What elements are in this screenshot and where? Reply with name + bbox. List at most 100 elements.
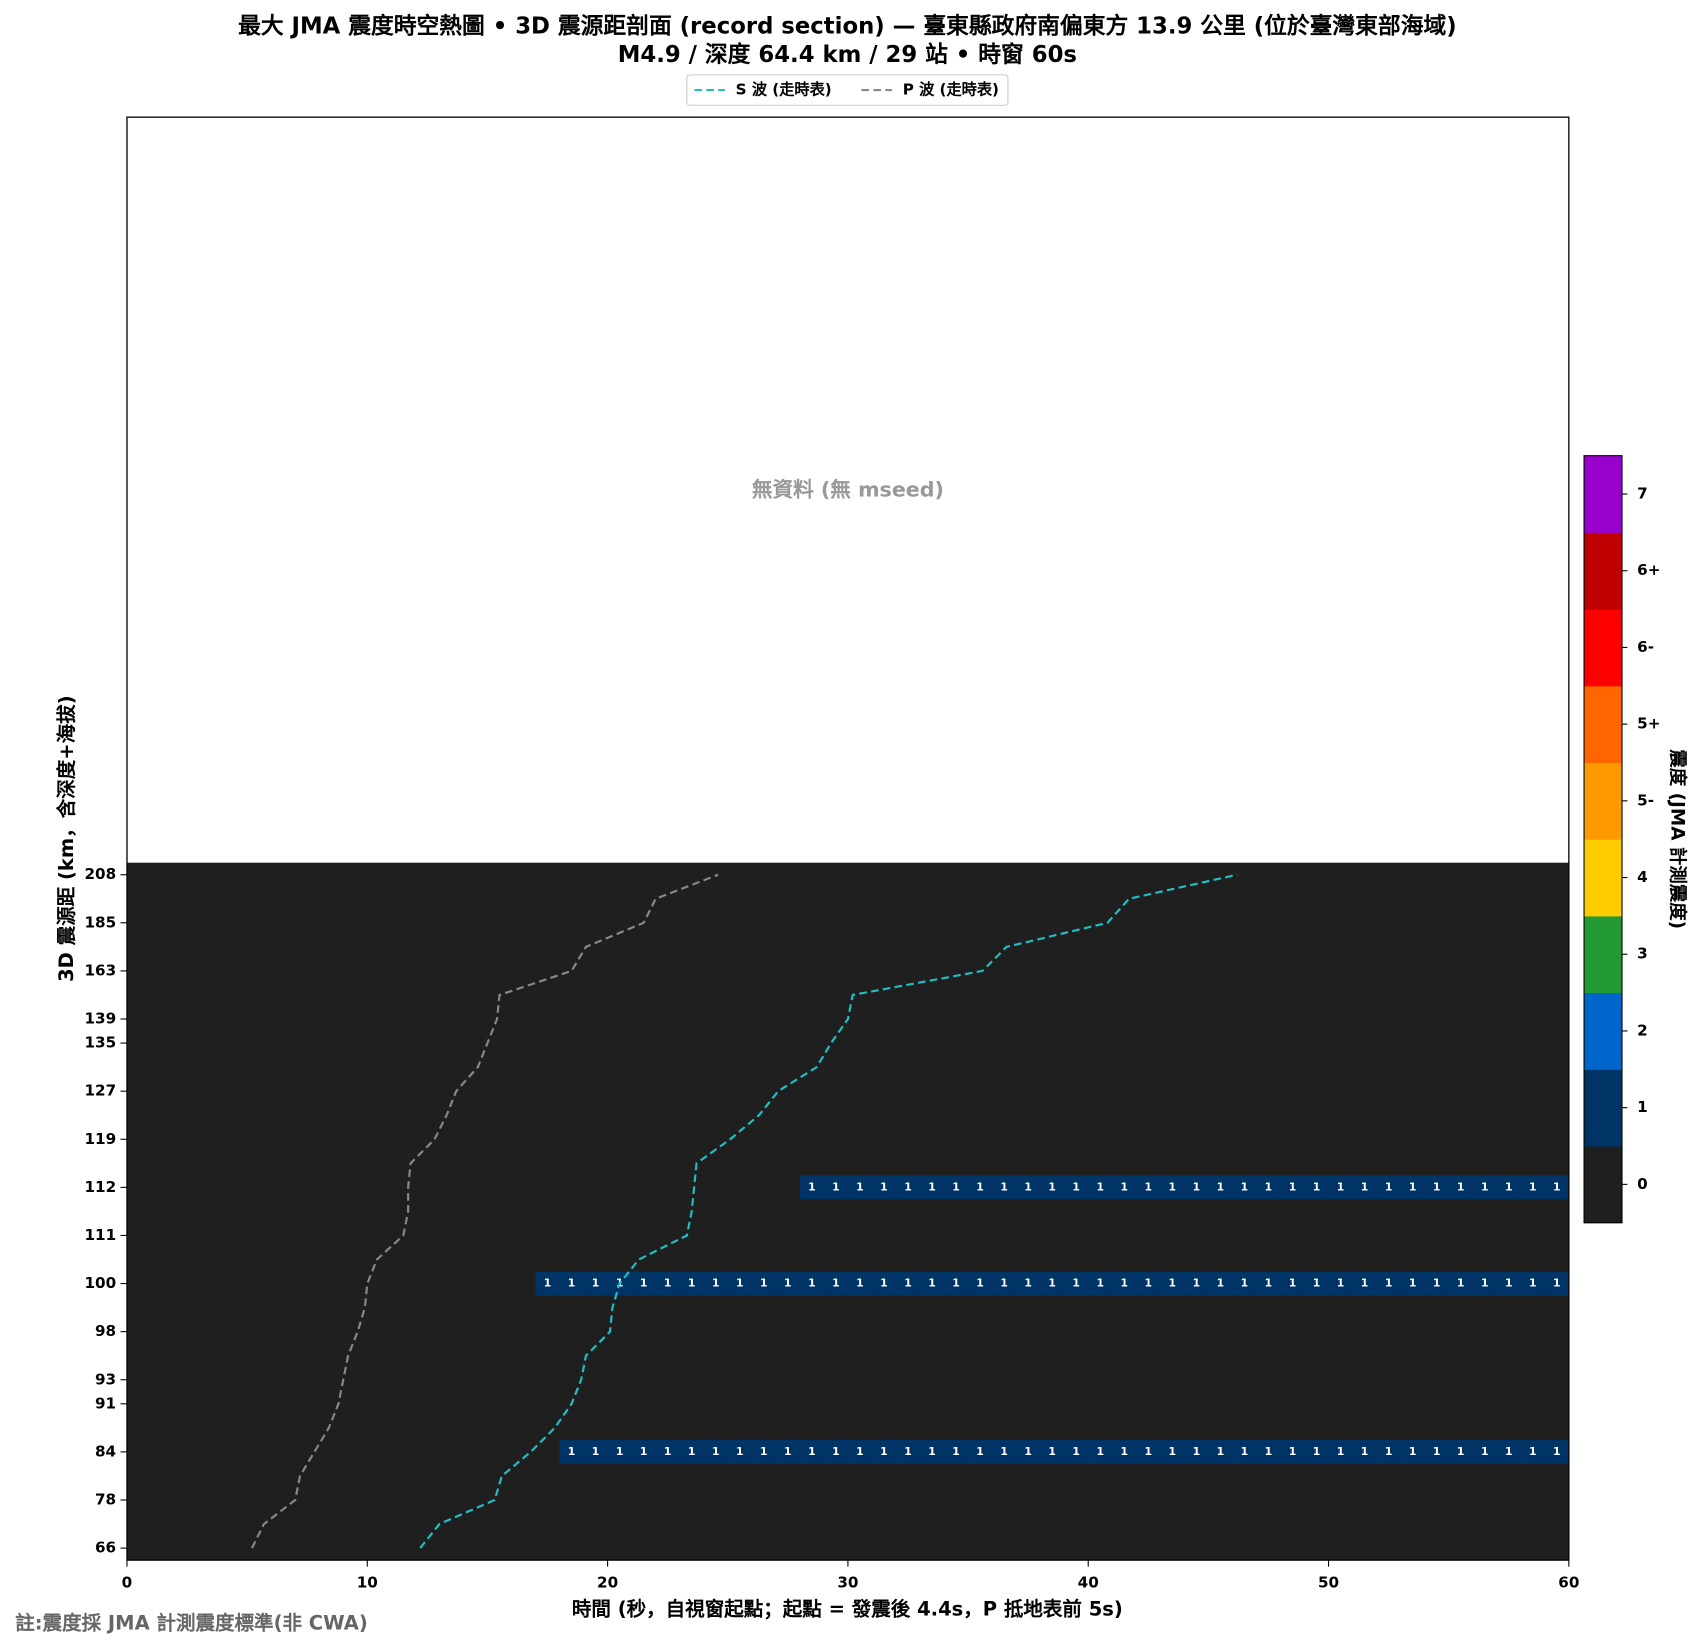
cell-label: 1 — [808, 1180, 816, 1193]
cell-label: 1 — [1505, 1277, 1513, 1290]
heatmap-cell — [655, 1271, 681, 1296]
heatmap-cell — [1016, 1439, 1041, 1464]
heatmap-cell — [1376, 1175, 1402, 1200]
heatmap-cell — [1256, 1175, 1282, 1200]
cell-label: 1 — [1193, 1180, 1201, 1193]
cell-label: 1 — [1169, 1277, 1177, 1290]
colorbar-tick-label: 7 — [1637, 485, 1648, 503]
heatmap-cell — [944, 1439, 969, 1464]
heatmap-cell — [1496, 1271, 1522, 1296]
heatmap-cell — [1208, 1175, 1233, 1200]
travel-time-line — [419, 873, 1238, 1549]
heatmap-cell — [920, 1175, 945, 1200]
travel-time-line — [250, 873, 719, 1549]
cell-label: 1 — [688, 1277, 696, 1290]
cell-label: 1 — [1505, 1180, 1513, 1193]
cell-label: 1 — [1385, 1445, 1393, 1458]
cell-label: 1 — [832, 1277, 840, 1290]
y-tick-label: 78 — [95, 1490, 116, 1508]
heatmap-cell — [1544, 1175, 1570, 1200]
cell-label: 1 — [1313, 1180, 1321, 1193]
colorbar-tick-label: 0 — [1637, 1175, 1648, 1193]
heatmap-cell — [1064, 1271, 1089, 1296]
cell-label: 1 — [928, 1180, 936, 1193]
colorbar-swatch — [1584, 762, 1623, 840]
cell-label: 1 — [736, 1445, 744, 1458]
cell-label: 1 — [1265, 1277, 1273, 1290]
cell-label: 1 — [1385, 1277, 1393, 1290]
colorbar-swatch — [1584, 609, 1623, 687]
heatmap-cell — [847, 1439, 873, 1464]
heatmap-cell — [1472, 1439, 1498, 1464]
heatmap-cell — [583, 1439, 609, 1464]
y-tick-label: 98 — [95, 1322, 116, 1340]
heatmap-cell — [1064, 1439, 1089, 1464]
cell-label: 1 — [1048, 1445, 1056, 1458]
cell-label: 1 — [1048, 1277, 1056, 1290]
cell-label: 1 — [880, 1277, 888, 1290]
heatmap-cell — [895, 1271, 921, 1296]
heatmap-cell — [1424, 1271, 1450, 1296]
heatmap-cell — [775, 1439, 801, 1464]
cell-label: 1 — [592, 1277, 600, 1290]
cell-label: 1 — [1145, 1180, 1153, 1193]
cell-label: 1 — [808, 1445, 816, 1458]
y-tick-label: 100 — [84, 1274, 116, 1292]
cell-label: 1 — [1481, 1180, 1489, 1193]
heatmap-cell — [1352, 1175, 1378, 1200]
heatmap-cell — [559, 1439, 585, 1464]
cell-label: 1 — [856, 1180, 864, 1193]
cell-label: 1 — [880, 1445, 888, 1458]
cell-label: 1 — [952, 1277, 960, 1290]
legend-box — [686, 74, 1009, 106]
heatmap-cell — [871, 1271, 897, 1296]
cell-label: 1 — [1120, 1445, 1128, 1458]
heatmap-cell — [1448, 1439, 1474, 1464]
heatmap-cell — [1520, 1439, 1546, 1464]
heatmap-cell — [631, 1271, 657, 1296]
cell-label: 1 — [1241, 1277, 1249, 1290]
heatmap-cell — [1040, 1439, 1065, 1464]
y-tick-label: 93 — [95, 1370, 116, 1388]
x-tick-label: 40 — [1078, 1573, 1099, 1591]
heatmap-cell — [944, 1271, 969, 1296]
heatmap-cell — [1544, 1271, 1570, 1296]
heatmap-cell — [727, 1271, 753, 1296]
y-tick-label: 119 — [84, 1130, 116, 1148]
colorbar-swatch — [1584, 532, 1623, 610]
cell-label: 1 — [1024, 1277, 1032, 1290]
heatmap-cell — [920, 1439, 945, 1464]
y-tick-label: 163 — [84, 961, 116, 979]
heatmap-cell — [968, 1439, 993, 1464]
chart-subtitle: M4.9 / 深度 64.4 km / 29 站 • 時窗 60s — [618, 41, 1077, 68]
heatmap-cell — [1232, 1439, 1257, 1464]
heatmap-cell — [1088, 1175, 1113, 1200]
x-tick-label: 50 — [1318, 1573, 1339, 1591]
cell-label: 1 — [1096, 1445, 1104, 1458]
cell-label: 1 — [1313, 1277, 1321, 1290]
cell-label: 1 — [712, 1277, 720, 1290]
heatmap-cell — [1400, 1175, 1426, 1200]
heatmap-cell — [1544, 1439, 1570, 1464]
heatmap-cell — [1088, 1439, 1113, 1464]
heatmap-cell — [679, 1439, 705, 1464]
y-tick-label: 139 — [84, 1010, 116, 1028]
heatmap-cell — [583, 1271, 609, 1296]
heatmap-cell — [1016, 1175, 1041, 1200]
cell-label: 1 — [760, 1277, 768, 1290]
cell-label: 1 — [1072, 1445, 1080, 1458]
cell-label: 1 — [904, 1277, 912, 1290]
heatmap-cell — [992, 1439, 1017, 1464]
heatmap-cell — [1496, 1439, 1522, 1464]
heatmap-cell — [1328, 1271, 1354, 1296]
heatmap-cell — [1112, 1271, 1137, 1296]
y-tick-label: 208 — [84, 865, 116, 883]
heatmap-cell — [992, 1271, 1017, 1296]
y-axis-label: 3D 震源距 (km，含深度+海拔) — [55, 695, 78, 982]
heatmap-cell — [655, 1439, 681, 1464]
heatmap-cell — [799, 1439, 825, 1464]
heatmap-cell — [751, 1439, 777, 1464]
cell-label: 1 — [1000, 1445, 1008, 1458]
cell-label: 1 — [1385, 1180, 1393, 1193]
cell-label: 1 — [568, 1445, 576, 1458]
